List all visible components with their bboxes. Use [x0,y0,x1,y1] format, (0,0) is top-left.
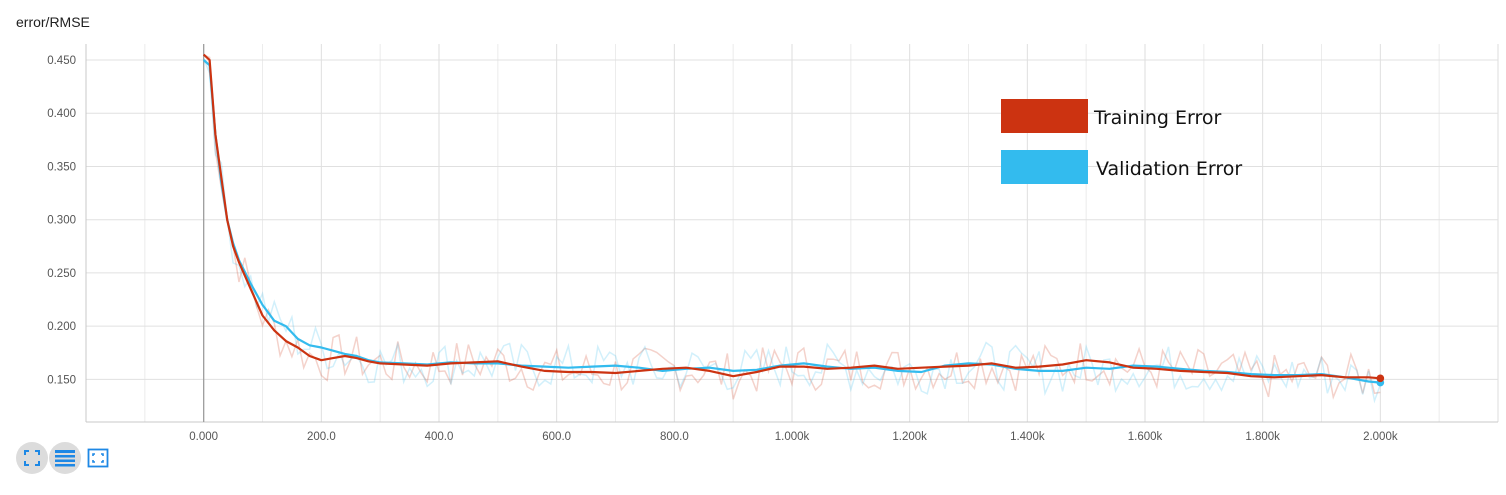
legend-swatch-1 [1001,150,1088,184]
smoothed-series [202,53,1385,387]
axes [85,44,1498,423]
y-tick-label: 0.300 [47,215,76,227]
y-tick-label: 0.250 [47,268,76,280]
raw-series-traces [203,54,1382,404]
tick-labels: 0.000 200.0 400.0 600.0 800.0 1.000k 1.200k 1.4… [47,55,1398,440]
x-tick-label: 1.000k [775,431,810,440]
x-tick-label: 0.000 [189,431,218,440]
legend: Training Error Validation Error [1001,99,1242,184]
y-tick-label: 0.400 [47,108,76,120]
grid-lines [85,44,1499,422]
selection-zoom-button[interactable] [82,442,114,474]
data-series-icon [55,450,75,467]
x-tick-label: 600.0 [542,431,571,440]
raw-trace-0 [203,54,1381,400]
raw-trace-1 [203,58,1382,404]
x-tick-label: 1.600k [1128,431,1163,440]
fit-domain-button[interactable] [16,442,48,474]
toggle-series-button[interactable] [49,442,81,474]
y-tick-label: 0.150 [47,374,76,386]
x-tick-label: 200.0 [307,431,336,440]
legend-label-1: Validation Error [1096,158,1242,180]
x-tick-label: 400.0 [425,431,454,440]
series-line-0[interactable] [202,53,1381,380]
legend-label-0: Training Error [1093,107,1222,129]
x-tick-label: 1.400k [1010,431,1045,440]
fit-domain-icon [24,450,40,466]
x-tick-label: 2.000k [1363,431,1398,440]
y-tick-label: 0.200 [47,321,76,333]
series-line-1[interactable] [202,59,1381,384]
x-tick-label: 1.800k [1245,431,1280,440]
y-tick-label: 0.350 [47,161,76,173]
chart-title: error/RMSE [16,14,90,30]
series-end-point-0[interactable] [1376,374,1385,383]
line-chart: 0.000 200.0 400.0 600.0 800.0 1.000k 1.200k 1.4… [47,44,1499,440]
x-tick-label: 1.200k [892,431,927,440]
x-tick-label: 800.0 [660,431,689,440]
legend-swatch-0 [1001,99,1088,133]
chart-toolbar [16,442,115,474]
selection-zoom-icon [87,448,109,468]
y-tick-label: 0.450 [47,55,76,67]
